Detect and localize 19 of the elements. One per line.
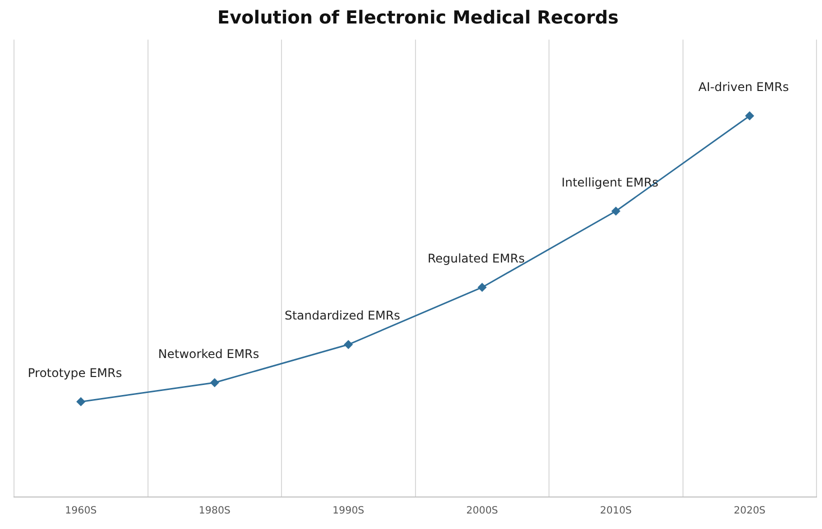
x-tick-label: 1960S — [64, 506, 97, 517]
point — [344, 340, 353, 349]
annotation: Standardized EMRs — [284, 308, 400, 323]
annotation: Intelligent EMRs — [561, 175, 658, 190]
annotation: AI-driven EMRs — [698, 80, 789, 94]
x-tick-label: 2000S — [466, 506, 498, 517]
chart-title: Evolution of Electronic Medical Records — [217, 7, 619, 28]
x-tick-label: 2020S — [734, 506, 766, 517]
point — [745, 112, 754, 120]
point — [210, 378, 219, 387]
point — [612, 206, 620, 216]
x-tick-label: 2010S — [600, 506, 632, 517]
annotation: Regulated EMRs — [428, 251, 525, 266]
annotation: Prototype EMRs — [28, 366, 122, 380]
annotation: Networked EMRs — [158, 346, 260, 361]
x-tick-label: 1990S — [332, 506, 364, 517]
point — [478, 283, 486, 292]
point — [76, 397, 86, 406]
x-tick-label: 1980S — [198, 506, 231, 517]
